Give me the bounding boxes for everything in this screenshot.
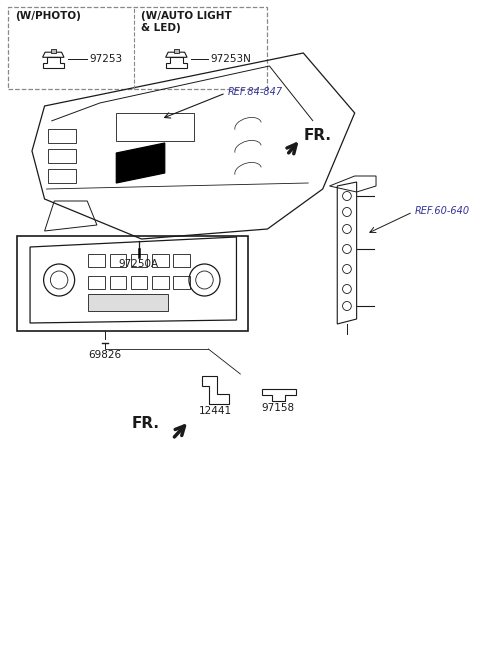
Bar <box>173 254 190 267</box>
Bar <box>88 254 105 267</box>
Bar <box>131 254 147 267</box>
Bar <box>173 276 190 289</box>
Bar <box>8 7 267 89</box>
Text: 97253: 97253 <box>89 54 122 64</box>
Bar <box>48 169 75 183</box>
Bar <box>116 113 194 141</box>
Bar <box>17 236 248 331</box>
Bar <box>109 276 126 289</box>
Text: REF.84-847: REF.84-847 <box>228 87 283 97</box>
Bar <box>88 294 168 311</box>
Text: REF.60-640: REF.60-640 <box>415 206 470 216</box>
Bar <box>174 49 179 53</box>
Bar <box>152 254 168 267</box>
Bar <box>152 276 168 289</box>
Polygon shape <box>116 143 165 183</box>
Bar <box>88 276 105 289</box>
Bar <box>48 149 75 163</box>
Text: FR.: FR. <box>132 416 160 432</box>
Bar <box>109 254 126 267</box>
Text: (W/PHOTO): (W/PHOTO) <box>15 11 82 21</box>
Bar <box>131 276 147 289</box>
Bar <box>48 129 75 143</box>
Bar <box>51 49 56 53</box>
Text: 97158: 97158 <box>262 403 295 413</box>
Text: FR.: FR. <box>303 129 331 144</box>
Text: 97250A: 97250A <box>119 259 159 269</box>
Text: & LED): & LED) <box>142 23 181 33</box>
Text: 69826: 69826 <box>88 350 121 360</box>
Text: 97253N: 97253N <box>210 54 251 64</box>
Text: (W/AUTO LIGHT: (W/AUTO LIGHT <box>142 11 232 21</box>
Text: 12441: 12441 <box>199 406 232 416</box>
